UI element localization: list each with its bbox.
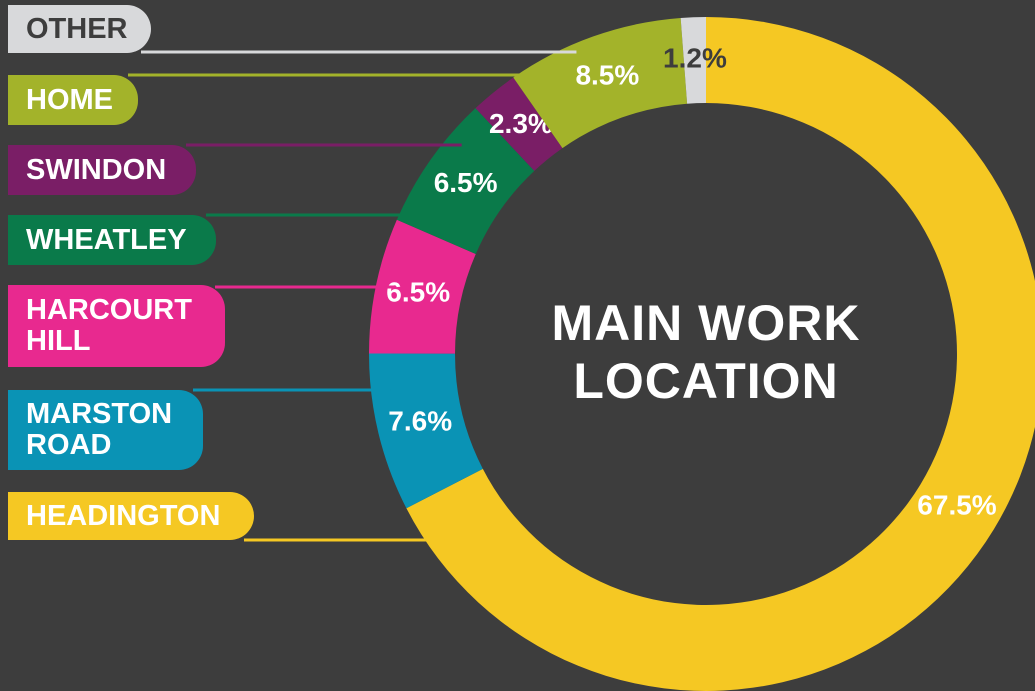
value-label: 6.5% xyxy=(434,167,498,198)
value-label: 6.5% xyxy=(386,276,450,307)
donut-segment xyxy=(396,108,535,255)
value-label: 8.5% xyxy=(575,59,639,90)
donut-segment xyxy=(513,17,688,149)
value-label: 7.6% xyxy=(388,405,452,436)
value-label: 1.2% xyxy=(663,43,727,74)
legend-item: OTHER xyxy=(8,5,151,53)
value-label: 67.5% xyxy=(917,489,996,520)
chart-title: MAIN WORK LOCATION xyxy=(551,295,861,409)
legend-item: HEADINGTON xyxy=(8,492,254,540)
legend-item: MARSTON ROAD xyxy=(8,390,203,470)
legend-item: SWINDON xyxy=(8,145,196,195)
donut-segment xyxy=(369,353,483,509)
donut-segment xyxy=(680,17,706,104)
legend-item: HARCOURT HILL xyxy=(8,285,225,367)
legend-item: HOME xyxy=(8,75,138,125)
donut-segment xyxy=(369,219,476,354)
legend-item: WHEATLEY xyxy=(8,215,216,265)
donut-segment xyxy=(475,77,563,171)
